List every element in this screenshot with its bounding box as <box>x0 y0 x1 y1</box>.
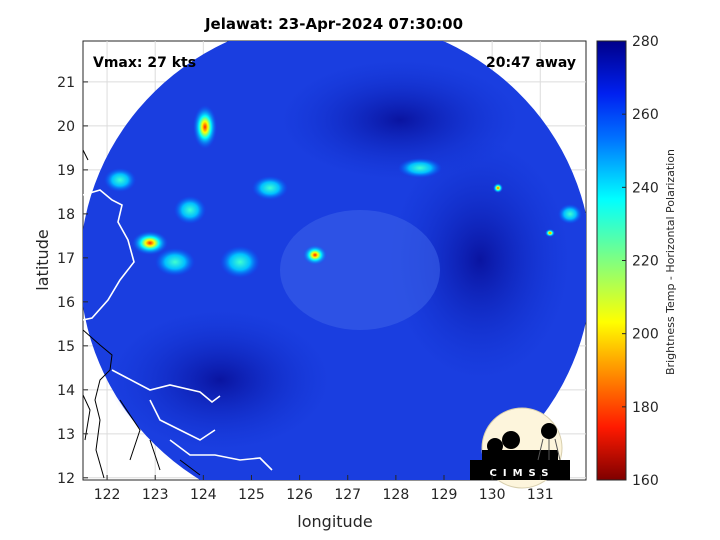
x-tick-label: 126 <box>286 487 313 503</box>
x-tick-label: 123 <box>142 487 169 503</box>
x-tick-label: 125 <box>238 487 265 503</box>
colorbar-tick-label: 220 <box>632 254 659 270</box>
colorbar-tick-label: 180 <box>632 400 659 416</box>
x-tick-label: 131 <box>527 487 554 503</box>
x-tick-label: 130 <box>479 487 506 503</box>
y-tick-label: 18 <box>57 207 75 223</box>
svg-text:CIMSS: CIMSS <box>490 468 555 479</box>
coastline <box>83 189 273 471</box>
colorbar-tick-label: 260 <box>632 107 659 123</box>
x-tick-label: 129 <box>431 487 458 503</box>
y-ticks: 12 13 14 15 16 17 18 19 20 21 <box>57 75 88 487</box>
y-tick-label: 12 <box>57 471 75 487</box>
colorbar-tick-label: 280 <box>632 34 659 50</box>
y-tick-label: 21 <box>57 75 75 91</box>
satellite-swath <box>83 41 586 480</box>
time-away-label: 20:47 away <box>486 55 576 71</box>
colorbar-tick-label: 240 <box>632 180 659 196</box>
colorbar <box>596 40 627 481</box>
colorbar-tick-label: 200 <box>632 327 659 343</box>
x-tick-label: 124 <box>190 487 217 503</box>
x-axis-label: longitude <box>297 512 372 531</box>
y-tick-label: 15 <box>57 339 75 355</box>
y-tick-label: 19 <box>57 163 75 179</box>
vmax-label: Vmax: 27 kts <box>93 55 196 71</box>
x-tick-label: 127 <box>334 487 361 503</box>
colorbar-tick-label: 160 <box>632 473 659 489</box>
cimss-logo: CIMSS <box>470 407 570 489</box>
x-tick-label: 122 <box>94 487 121 503</box>
colorbar-label: Brightness Temp - Horizontal Polarizatio… <box>664 149 677 375</box>
y-tick-label: 16 <box>57 295 75 311</box>
colorbar-ticks: 160 180 200 220 240 260 280 <box>622 34 659 489</box>
y-tick-label: 13 <box>57 427 75 443</box>
y-axis-label: latitude <box>33 229 52 290</box>
y-tick-label: 14 <box>57 383 75 399</box>
y-tick-label: 17 <box>57 251 75 267</box>
x-ticks: 122 123 124 125 126 127 128 129 130 131 <box>94 475 554 503</box>
chart-title: Jelawat: 23-Apr-2024 07:30:00 <box>204 15 463 33</box>
land-outline <box>83 149 201 479</box>
x-tick-label: 128 <box>383 487 410 503</box>
y-tick-label: 20 <box>57 119 75 135</box>
